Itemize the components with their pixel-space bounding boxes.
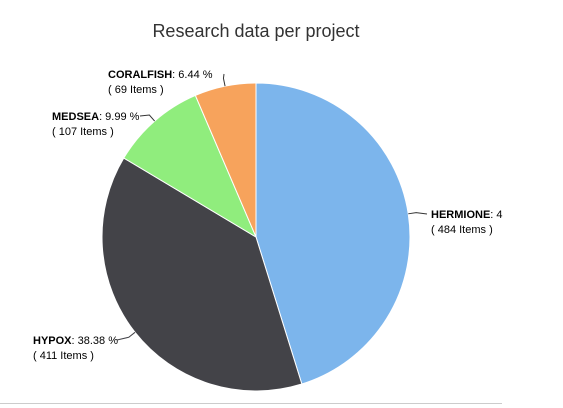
pie-slice-hermione[interactable]: [255, 82, 411, 385]
label-connectors: [116, 73, 428, 341]
data-label-items-hermione: ( 484 Items ): [431, 224, 493, 236]
data-label-medsea: MEDSEA: 9.99 %: [52, 111, 140, 123]
pie-slice-hypox[interactable]: [101, 157, 303, 392]
data-label-hermione: HERMIONE: 4: [431, 209, 503, 221]
pie-slices: [101, 82, 411, 392]
connector-medsea: [139, 114, 156, 122]
connector-hypox: [116, 331, 136, 341]
data-label-hypox: HYPOX: 38.38 %: [33, 335, 118, 347]
connector-coralfish: [222, 73, 226, 87]
data-label-coralfish: CORALFISH: 6.44 %: [108, 69, 213, 81]
chart-title: Research data per project: [152, 21, 359, 41]
connector-hermione: [408, 212, 428, 215]
data-label-items-coralfish: ( 69 Items ): [108, 84, 164, 96]
data-label-items-hypox: ( 411 Items ): [33, 350, 94, 362]
data-label-items-medsea: ( 107 Items ): [52, 126, 114, 138]
data-labels: HERMIONE: 4 ( 484 Items ) HYPOX: 38.38 % ( …: [33, 69, 503, 362]
pie-slice-coralfish[interactable]: [194, 82, 257, 238]
bottom-divider: [0, 403, 502, 404]
